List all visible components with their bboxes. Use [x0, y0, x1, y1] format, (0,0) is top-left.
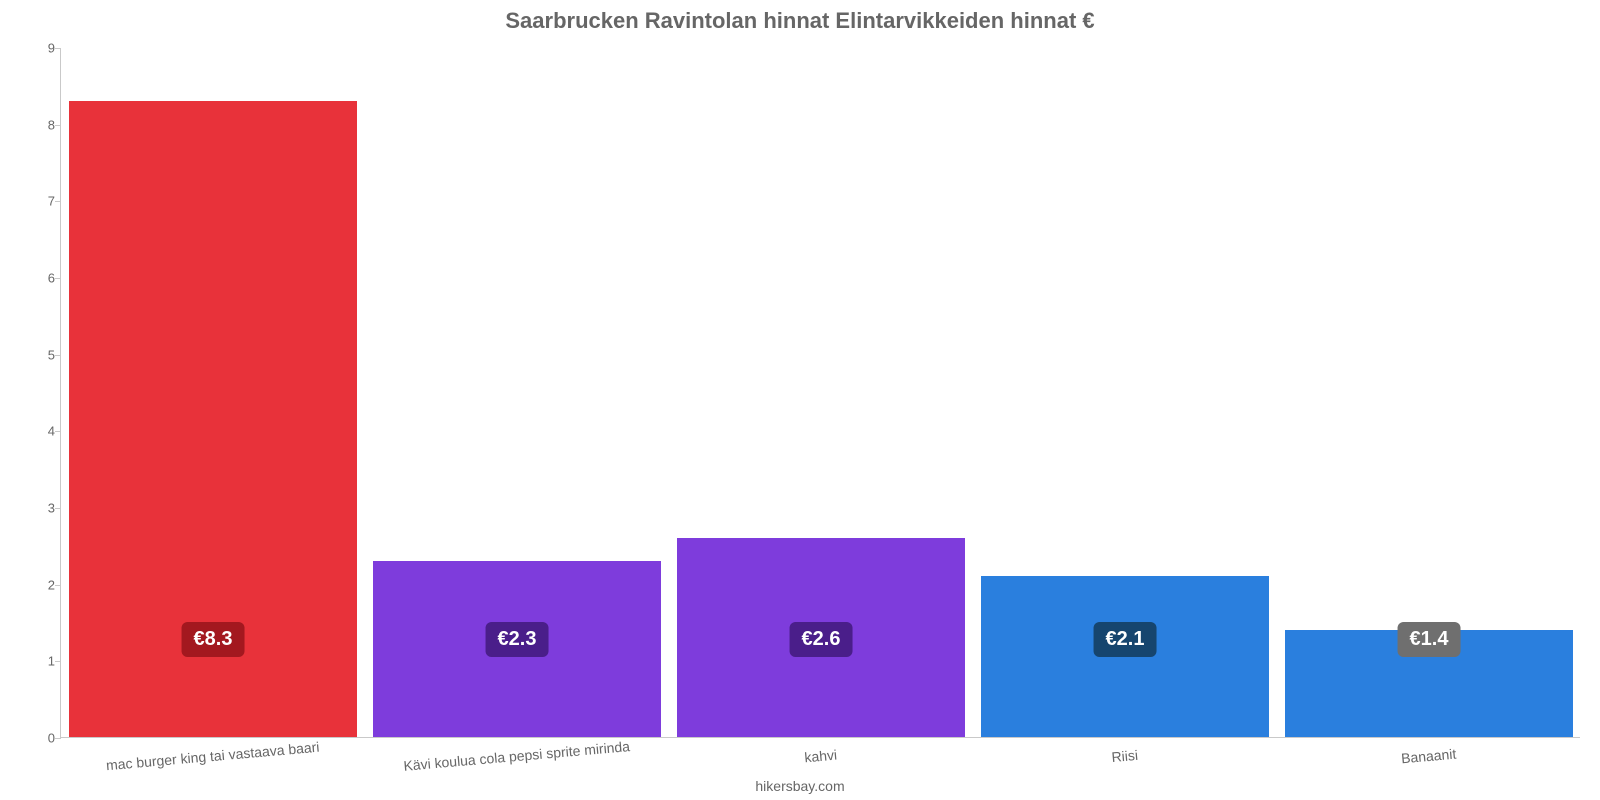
- x-category-label: kahvi: [804, 747, 838, 766]
- y-tick-label: 1: [25, 654, 55, 669]
- y-tick-mark: [55, 585, 61, 586]
- chart-container: Saarbrucken Ravintolan hinnat Elintarvik…: [0, 0, 1600, 800]
- attribution-text: hikersbay.com: [0, 778, 1600, 794]
- plot-area: €8.3€2.3€2.6€2.1€1.4 0123456789: [60, 48, 1580, 738]
- y-tick-label: 8: [25, 117, 55, 132]
- bar-slot: €2.1: [981, 48, 1270, 737]
- bar-slot: €2.3: [373, 48, 662, 737]
- y-tick-label: 6: [25, 271, 55, 286]
- y-tick-label: 7: [25, 194, 55, 209]
- y-tick-mark: [55, 278, 61, 279]
- x-category-label: Banaanit: [1400, 746, 1456, 767]
- y-tick-label: 9: [25, 41, 55, 56]
- y-tick-mark: [55, 738, 61, 739]
- x-category-label: Riisi: [1111, 747, 1139, 765]
- y-tick-mark: [55, 48, 61, 49]
- value-badge: €2.6: [790, 622, 853, 657]
- y-tick-label: 3: [25, 501, 55, 516]
- y-tick-mark: [55, 508, 61, 509]
- y-tick-mark: [55, 125, 61, 126]
- value-badge: €2.1: [1094, 622, 1157, 657]
- bar-slot: €8.3: [69, 48, 358, 737]
- y-tick-label: 0: [25, 731, 55, 746]
- value-badge: €8.3: [182, 622, 245, 657]
- value-badge: €1.4: [1398, 622, 1461, 657]
- y-tick-mark: [55, 661, 61, 662]
- value-badge: €2.3: [486, 622, 549, 657]
- y-tick-mark: [55, 201, 61, 202]
- x-category-label: mac burger king tai vastaava baari: [105, 739, 320, 774]
- bar-slot: €1.4: [1285, 48, 1574, 737]
- bar-slot: €2.6: [677, 48, 966, 737]
- bars-layer: €8.3 €2.3 €2.6 €2.1 €1.4: [61, 48, 1580, 737]
- y-tick-mark: [55, 355, 61, 356]
- y-tick-mark: [55, 431, 61, 432]
- y-tick-label: 2: [25, 577, 55, 592]
- y-tick-label: 4: [25, 424, 55, 439]
- y-tick-label: 5: [25, 347, 55, 362]
- chart-title: Saarbrucken Ravintolan hinnat Elintarvik…: [0, 8, 1600, 34]
- x-category-label: Kävi koulua cola pepsi sprite mirinda: [403, 738, 631, 774]
